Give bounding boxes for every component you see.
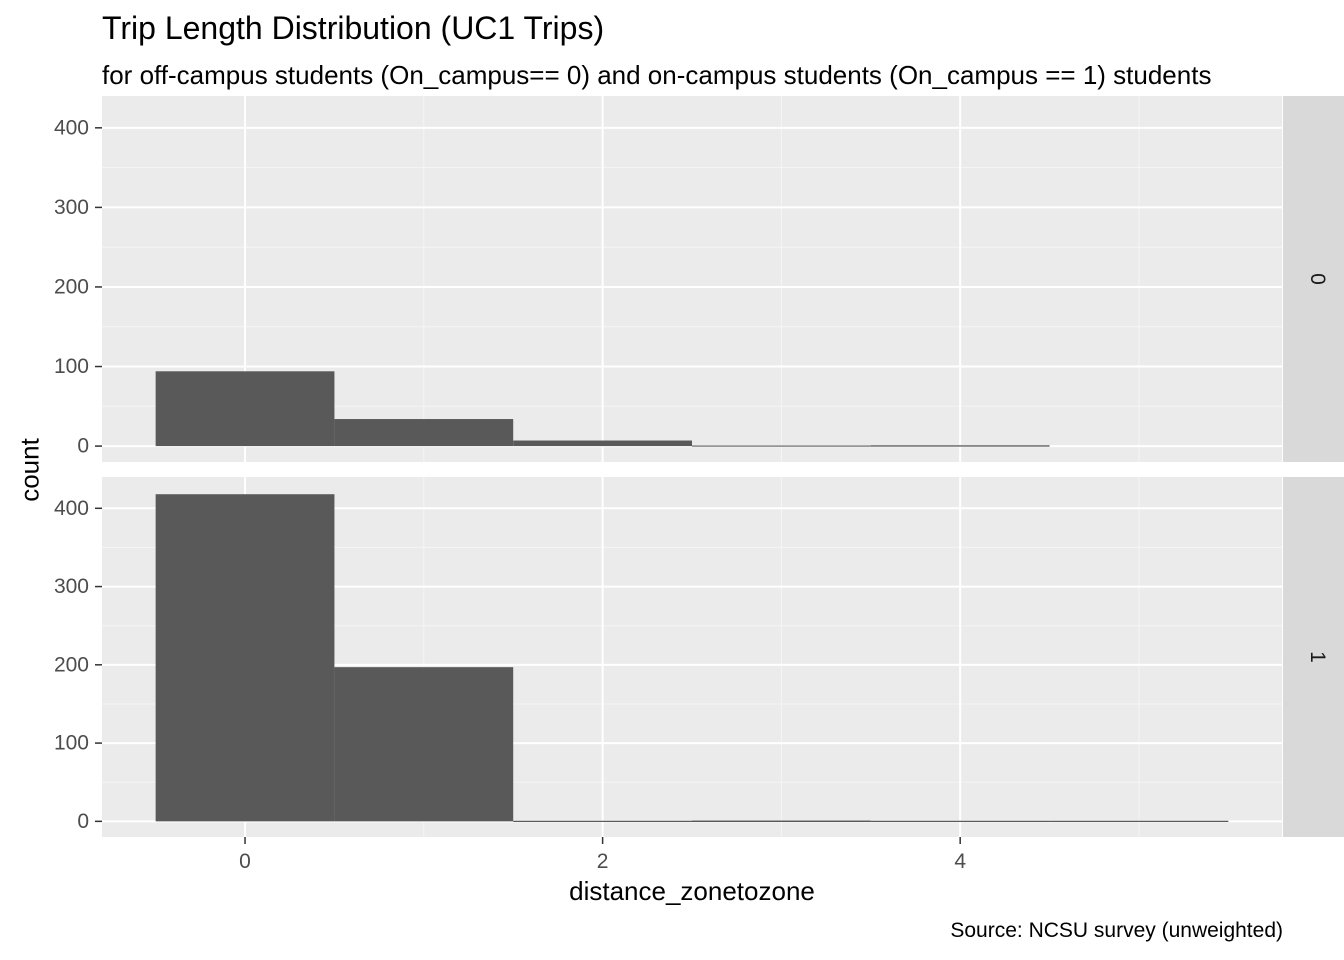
chart-title: Trip Length Distribution (UC1 Trips) <box>102 10 605 46</box>
y-tick-label: 0 <box>77 435 89 458</box>
x-tick-label: 0 <box>239 850 251 873</box>
chart-subtitle: for off-campus students (On_campus== 0) … <box>102 60 1212 90</box>
y-tick-label: 300 <box>54 196 89 219</box>
y-tick-label: 200 <box>54 653 89 676</box>
y-axis-label: count <box>14 438 45 502</box>
histogram-bar <box>334 667 514 822</box>
facet-strip-0 <box>1283 96 1344 462</box>
y-tick-label: 400 <box>54 116 89 139</box>
facet-strip-label: 1 <box>1306 651 1329 663</box>
x-axis-label: distance_zonetozone <box>569 876 815 906</box>
x-tick-label: 4 <box>954 850 966 873</box>
y-tick-label: 300 <box>54 575 89 598</box>
histogram-bar <box>155 494 335 822</box>
chart-caption: Source: NCSU survey (unweighted) <box>950 919 1283 942</box>
histogram-bar <box>513 440 692 447</box>
y-tick-label: 200 <box>54 275 89 298</box>
y-tick-label: 100 <box>54 732 89 755</box>
histogram-bar <box>334 419 514 447</box>
histogram-bar <box>155 371 335 447</box>
facet-strip-label: 0 <box>1306 273 1329 285</box>
y-tick-label: 400 <box>54 497 89 520</box>
y-tick-label: 100 <box>54 355 89 378</box>
y-tick-label: 0 <box>77 810 89 833</box>
x-tick-label: 2 <box>597 850 609 873</box>
facet-strip-1 <box>1283 477 1344 837</box>
